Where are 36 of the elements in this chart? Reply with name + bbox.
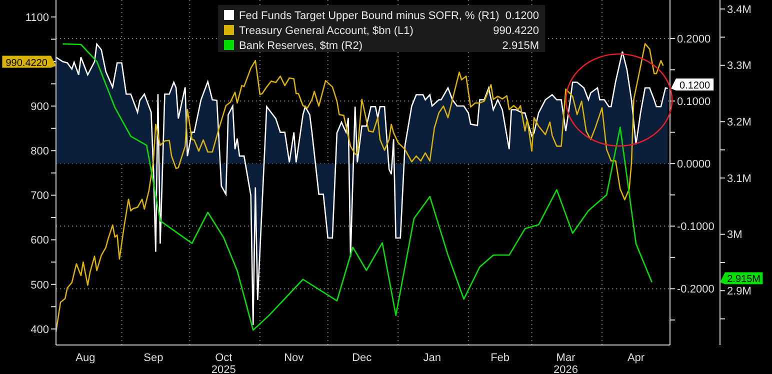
y-tick-label: 1100 bbox=[25, 12, 49, 24]
legend-label: Fed Funds Target Upper Bound minus SOFR, % (R1) bbox=[239, 10, 500, 22]
annotation: 2.915M bbox=[502, 40, 539, 52]
x-tick-label: Oct 2025 bbox=[211, 352, 236, 374]
x-tick-label: Apr bbox=[627, 352, 645, 364]
y3-tick-label: 3.4M bbox=[727, 4, 752, 16]
y2-tick-label: 0.0000 bbox=[677, 158, 711, 170]
x-tick-label: Mar 2026 bbox=[554, 352, 578, 374]
y-tick-label: 600 bbox=[30, 234, 49, 247]
y3-tick-label: 3.2M bbox=[727, 116, 752, 129]
y2-tick-label: 0.1000 bbox=[677, 96, 711, 108]
y2-tick-label: 0.2000 bbox=[677, 33, 711, 46]
annotation: 0.1200 bbox=[505, 10, 539, 22]
y3-tick-label: 3.3M bbox=[727, 60, 752, 72]
y-tick-label: 700 bbox=[30, 190, 49, 202]
legend-label: Treasury General Account, $bn (L1) bbox=[239, 25, 414, 37]
x-tick-label: Feb bbox=[490, 352, 510, 364]
text: 0.1200 bbox=[680, 80, 710, 92]
text: 2.915M bbox=[727, 274, 760, 286]
y-tick-label: 900 bbox=[30, 100, 49, 113]
y3-tick-label: 3.1M bbox=[727, 172, 752, 185]
y-tick-label: 400 bbox=[30, 324, 49, 336]
y2-tick-label: -0.1000 bbox=[677, 221, 714, 234]
y3-tick-label: 2.9M bbox=[727, 286, 752, 298]
y2-tick-label: -0.2000 bbox=[677, 284, 714, 296]
x-tick-label: Dec bbox=[352, 352, 372, 364]
y-tick-label: 800 bbox=[30, 146, 49, 158]
y-tick-label: 500 bbox=[30, 279, 49, 292]
x-tick-label: Jan bbox=[423, 352, 441, 364]
x-tick-label: Sep bbox=[144, 352, 164, 364]
text: 990.4220 bbox=[6, 58, 48, 69]
annotation: 990.4220 bbox=[493, 25, 539, 37]
legend-label: Bank Reserves, $tm (R2) bbox=[239, 40, 362, 52]
x-tick-label: Nov bbox=[284, 352, 304, 364]
x-tick-label: Aug bbox=[76, 352, 96, 364]
y3-tick-label: 3M bbox=[727, 229, 742, 242]
